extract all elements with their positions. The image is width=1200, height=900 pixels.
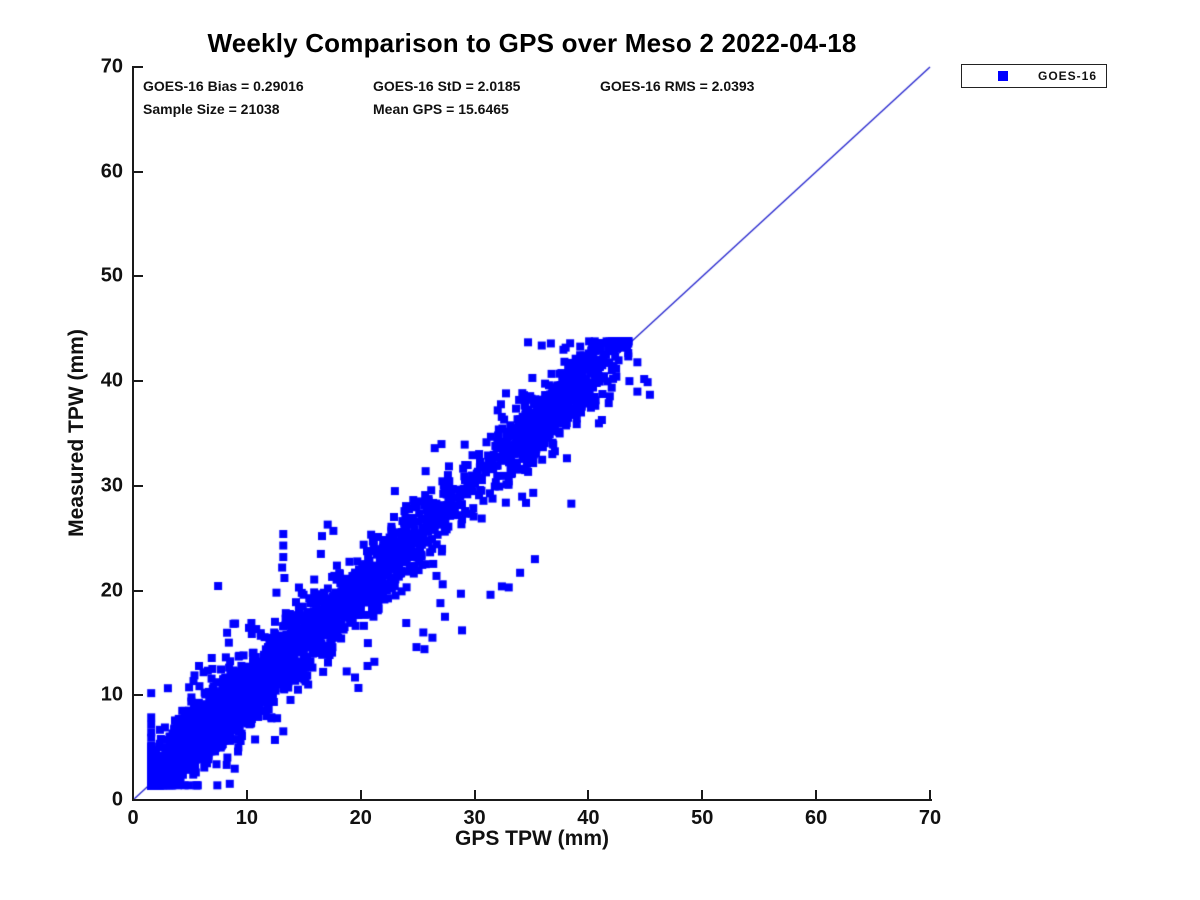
legend-marker-square-icon <box>998 71 1008 81</box>
y-tick-mark <box>133 275 143 278</box>
stat-bias: GOES-16 Bias = 0.29016 <box>143 78 304 94</box>
x-tick-label: 50 <box>691 807 714 829</box>
legend-box: GOES-16 <box>961 64 1107 88</box>
x-tick-mark <box>815 790 818 800</box>
y-tick-label: 40 <box>100 369 123 392</box>
y-tick-label: 70 <box>100 55 123 78</box>
stat-rms: GOES-16 RMS = 2.0393 <box>600 78 755 94</box>
chart-title: Weekly Comparison to GPS over Meso 2 202… <box>207 28 857 58</box>
x-tick-label: 60 <box>805 807 828 829</box>
y-tick-mark <box>133 589 143 592</box>
x-tick-mark <box>587 790 590 800</box>
y-tick-mark <box>133 694 143 697</box>
y-tick-mark <box>133 66 143 68</box>
x-tick-mark <box>132 790 134 800</box>
stat-std: GOES-16 StD = 2.0185 <box>373 78 521 94</box>
y-tick-mark <box>133 170 143 173</box>
x-tick-label: 70 <box>918 807 942 829</box>
x-tick-mark <box>359 790 362 800</box>
x-tick-label: 10 <box>235 807 258 829</box>
stat-mean-gps: Mean GPS = 15.6465 <box>373 101 509 117</box>
y-tick-mark <box>133 799 143 801</box>
y-tick-label: 20 <box>100 579 123 602</box>
x-tick-label: 20 <box>349 807 372 829</box>
y-axis-spine <box>132 66 134 801</box>
stat-sample-size: Sample Size = 21038 <box>143 101 280 117</box>
x-axis-label: GPS TPW (mm) <box>454 827 609 850</box>
x-tick-label: 30 <box>463 807 486 829</box>
y-axis-label: Measured TPW (mm) <box>65 329 88 537</box>
legend-label: GOES-16 <box>1038 69 1098 83</box>
x-axis-spine <box>132 799 932 801</box>
y-tick-label: 0 <box>111 788 123 811</box>
x-tick-mark <box>929 790 931 800</box>
y-tick-label: 60 <box>100 160 123 183</box>
y-tick-label: 50 <box>100 264 123 287</box>
x-tick-mark <box>701 790 704 800</box>
x-tick-label: 0 <box>127 807 139 829</box>
x-tick-mark <box>473 790 476 800</box>
y-tick-label: 10 <box>100 683 123 706</box>
y-tick-mark <box>133 380 143 383</box>
x-tick-mark <box>245 790 248 800</box>
x-tick-label: 40 <box>577 807 600 829</box>
y-tick-label: 30 <box>100 474 123 497</box>
y-tick-mark <box>133 484 143 487</box>
